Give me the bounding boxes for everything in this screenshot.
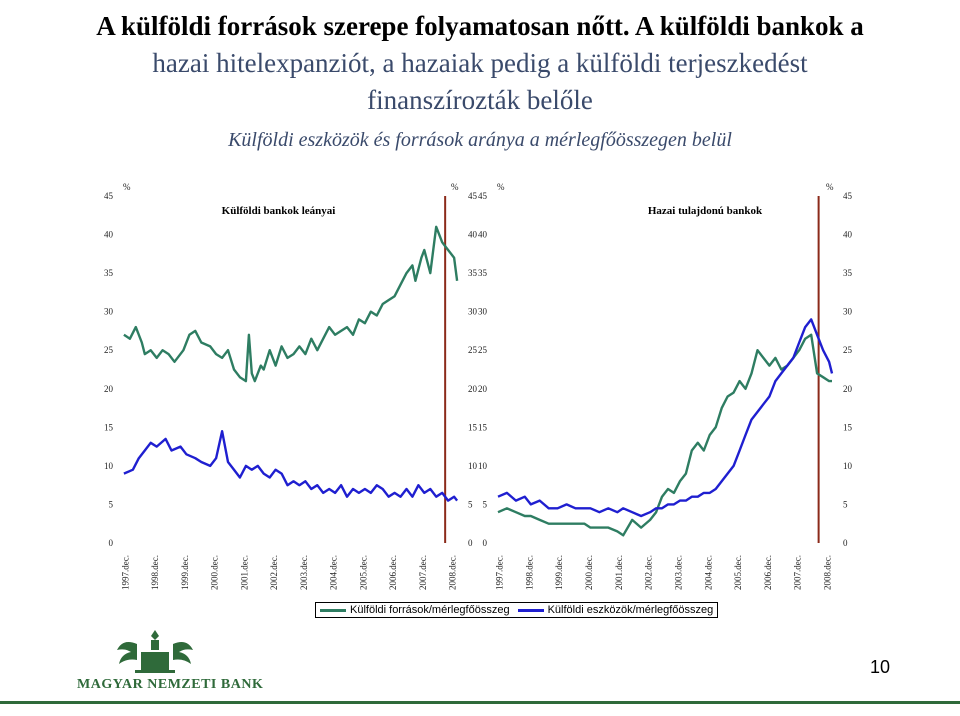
y-tick-left: 0 [109,538,114,548]
x-tick-label: 2004.dec. [329,555,339,590]
x-tick-label: 2000.dec. [584,555,594,590]
y-tick-right: 40 [843,230,853,240]
y-tick-right: 0 [468,538,473,548]
title-line-3: finanszírozták belőle [367,85,593,115]
y-tick-left: 35 [104,268,114,278]
y-tick-left: 45 [478,191,488,201]
x-tick-label: 2007.dec. [793,555,803,590]
y-tick-right: 5 [468,499,473,509]
y-tick-right: 20 [468,384,478,394]
x-tick-label: 1999.dec. [554,555,564,590]
y-tick-right: 30 [843,307,853,317]
x-tick-label: 2000.dec. [210,555,220,590]
y-tick-right: 5 [843,499,848,509]
x-tick-label: 2001.dec. [614,555,624,590]
logo-text: MAGYAR NEMZETI BANK [77,677,264,692]
y-tick-right: 25 [843,345,853,355]
y-tick-left: 25 [104,345,114,355]
y-tick-right: 20 [843,384,853,394]
y-tick-right: 10 [468,461,478,471]
bottom-rule [0,701,960,704]
legend-swatch-assets [517,608,544,612]
y-tick-right: 15 [468,422,478,432]
panel-title: Hazai tulajdonú bankok [648,205,763,217]
title-line-1: A külföldi források szerepe folyamatosan… [96,11,864,41]
y-tick-right: 25 [468,345,478,355]
x-tick-label: 2007.dec. [418,555,428,590]
x-tick-label: 2003.dec. [299,555,309,590]
y-tick-right: 30 [468,307,478,317]
x-tick-label: 2002.dec. [644,555,654,590]
series-line-assets [497,318,834,518]
y-tick-right: 35 [468,268,478,278]
x-tick-label: 2006.dec. [388,555,398,590]
legend-swatch-sources [320,608,346,612]
y-tick-right: 45 [843,191,853,201]
y-tick-right: 10 [843,461,853,471]
y-tick-left: 15 [478,422,488,432]
legend-label-assets: Külföldi eszközök/mérlegfőösszeg [547,604,714,616]
x-tick-label: 2005.dec. [733,555,743,590]
x-tick-label: 1998.dec. [150,555,160,590]
series-line-sources [123,225,459,383]
y-tick-left: 30 [104,307,114,317]
legend-label-sources: Külföldi források/mérlegfőösszeg [350,604,510,616]
y-tick-left: 45 [104,191,114,201]
slide-subtitle: Külföldi eszközök és források aránya a m… [228,129,732,151]
x-tick-label: 1997.dec. [120,555,130,590]
x-tick-label: 2002.dec. [269,555,279,590]
x-tick-label: 2004.dec. [703,555,713,590]
x-tick-label: 2006.dec. [763,555,773,590]
y-tick-left: 20 [478,384,488,394]
x-tick-label: 1999.dec. [180,555,190,590]
y-tick-right: 40 [468,230,478,240]
legend-item-sources: Külföldi források/mérlegfőösszeg [316,604,514,616]
y-tick-left: 30 [478,307,488,317]
x-tick-label: 1998.dec. [524,555,534,590]
unit-left: % [497,182,505,192]
x-tick-label: 2008.dec. [823,555,833,590]
y-tick-left: 5 [483,499,488,509]
y-tick-left: 15 [104,422,114,432]
chart-legend: Külföldi források/mérlegfőösszeg Külföld… [315,602,719,618]
slide-title: A külföldi források szerepe folyamatosan… [0,8,960,119]
chart-panel-2: 0 0 5 5 10 10 15 15 20 20 25 25 30 30 35 35 40 40 45 45% % Ha… [478,182,853,590]
legend-item-assets: Külföldi eszközök/mérlegfőösszeg [514,604,718,616]
page-number: 10 [870,657,891,677]
y-tick-left: 40 [478,230,488,240]
x-tick-label: 2001.dec. [239,555,249,590]
y-tick-left: 25 [478,345,488,355]
y-tick-left: 10 [104,461,114,471]
x-tick-label: 1997.dec. [494,555,504,590]
y-tick-left: 0 [483,538,488,548]
y-tick-left: 35 [478,268,488,278]
x-tick-label: 2008.dec. [448,555,458,590]
y-tick-right: 0 [843,538,848,548]
y-tick-left: 10 [478,461,488,471]
y-tick-left: 5 [109,499,114,509]
mnb-logo [117,630,193,673]
y-tick-left: 40 [104,230,114,240]
unit-left: % [123,182,131,192]
x-tick-label: 2003.dec. [673,555,683,590]
unit-right: % [451,182,459,192]
y-tick-right: 15 [843,422,853,432]
y-tick-left: 20 [104,384,114,394]
y-tick-right: 45 [468,191,478,201]
x-tick-label: 2005.dec. [358,555,368,590]
title-line-2: hazai hitelexpanziót, a hazaiak pedig a … [152,48,808,78]
series-line-assets [123,430,459,502]
y-tick-right: 35 [843,268,853,278]
chart-panel-1: 0 0 5 5 10 10 15 15 20 20 25 25 30 30 35 35 40 40 45 45% % Kü… [104,182,478,590]
unit-right: % [826,182,834,192]
panel-title: Külföldi bankok leányai [222,205,336,217]
